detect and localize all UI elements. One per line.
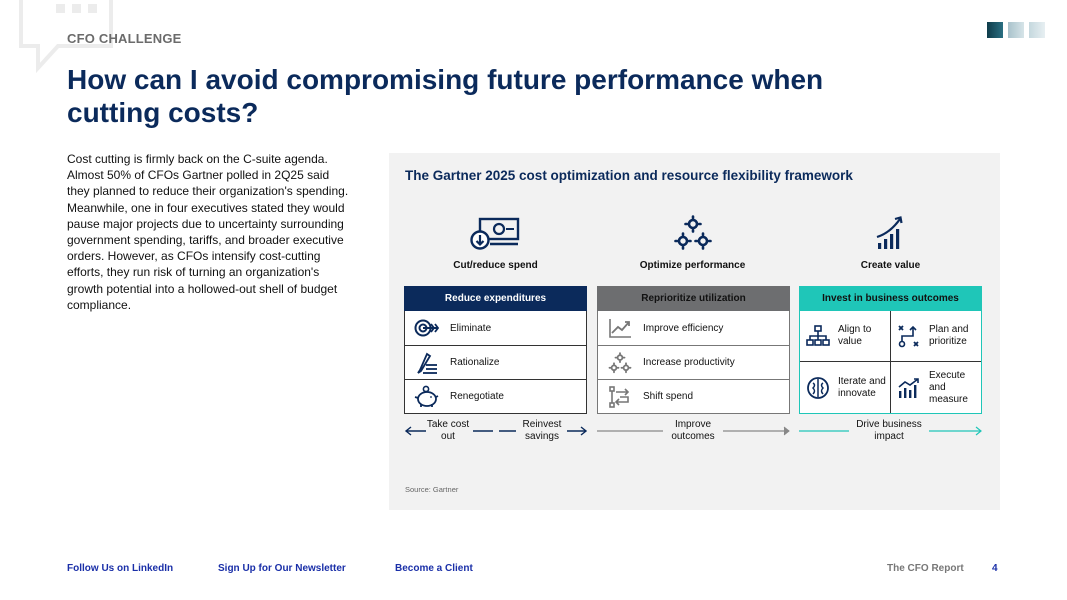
pillar-cut-spend: Cut/reduce spend <box>404 211 587 271</box>
pillar-label: Optimize performance <box>639 260 746 271</box>
speech-bubble-icon <box>19 0 113 74</box>
grid-item-label: Plan and prioritize <box>929 324 969 347</box>
list-item-label: Shift spend <box>643 391 694 402</box>
eyebrow-label: CFO CHALLENGE <box>67 31 182 46</box>
flow-cost-reinvest: Take cost out Reinvest savings <box>404 418 587 444</box>
report-name: The CFO Report <box>887 563 964 574</box>
pillar-label: Cut/reduce spend <box>453 260 538 271</box>
gears-icon <box>608 351 632 373</box>
list-item-label: Renegotiate <box>450 391 504 402</box>
list-item-label: Increase productivity <box>643 357 735 368</box>
framework-title: The Gartner 2025 cost optimization and r… <box>405 168 853 183</box>
flow-label: Reinvest savings <box>520 419 564 443</box>
bar-trend-icon <box>898 377 919 398</box>
list-item-label: Rationalize <box>450 357 500 368</box>
growth-chart-icon <box>876 216 903 249</box>
flow-arrow <box>799 426 982 436</box>
list-item-increase-productivity: Increase productivity <box>598 345 789 379</box>
flow-improve-outcomes: Improve outcomes <box>597 418 790 444</box>
grid-item-plan-and-prioritize: Plan and prioritize <box>891 311 981 362</box>
source-note: Source: Gartner <box>405 485 459 494</box>
pillar-label: Create value <box>860 260 921 271</box>
column-header: Reduce expenditures <box>404 286 587 311</box>
brand-swatch <box>987 22 1003 38</box>
flow-drive-business-impact: Drive business impact <box>799 418 982 444</box>
strategy-icon <box>898 325 919 348</box>
follow-linkedin-link[interactable]: Follow Us on LinkedIn <box>67 563 174 574</box>
list-item-eliminate: Eliminate <box>405 311 586 345</box>
brand-swatch <box>1029 22 1045 38</box>
pen-list-icon <box>417 352 437 374</box>
grid-item-align-to-value: Align to value <box>800 311 891 362</box>
grid-item-label: Iterate and innovate <box>838 375 886 399</box>
money-bill-down-icon <box>469 217 519 250</box>
brain-icon <box>807 376 829 399</box>
column-reduce-expenditures: Reduce expenditures Eliminate <box>404 286 587 414</box>
piggy-bank-icon <box>414 385 439 407</box>
newsletter-signup-link[interactable]: Sign Up for Our Newsletter <box>218 563 346 574</box>
framework-panel: The Gartner 2025 cost optimization and r… <box>389 153 1000 510</box>
grid-item-label: Execute and measure <box>929 369 968 405</box>
list-item-renegotiate: Renegotiate <box>405 379 586 413</box>
become-client-link[interactable]: Become a Client <box>395 563 473 574</box>
trend-up-icon <box>609 319 631 338</box>
list-item-rationalize: Rationalize <box>405 345 586 379</box>
shift-arrows-icon <box>609 385 630 408</box>
grid-item-iterate-and-innovate: Iterate and innovate <box>800 362 891 413</box>
list-item-label: Improve efficiency <box>643 322 724 334</box>
flow-arrow <box>597 426 790 436</box>
grid-item-execute-and-measure: Execute and measure <box>891 362 981 413</box>
intro-paragraph: Cost cutting is firmly back on the C-sui… <box>67 152 349 312</box>
page-title: How can I avoid compromising future perf… <box>67 64 824 128</box>
flow-label: Drive business impact <box>849 419 929 443</box>
list-item-improve-efficiency: Improve efficiency <box>598 311 789 345</box>
pillar-create-value: Create value <box>799 211 982 271</box>
column-header: Invest in business outcomes <box>799 286 982 311</box>
eliminate-icon <box>414 319 440 337</box>
brand-swatch <box>1008 22 1024 38</box>
brand-swatches <box>987 22 1045 38</box>
list-item-label: Eliminate <box>450 322 492 334</box>
page-number: 4 <box>992 563 998 574</box>
org-chart-icon <box>806 325 830 346</box>
flow-label: Take cost out <box>426 419 470 443</box>
flow-label: Improve outcomes <box>663 419 723 443</box>
column-header: Reprioritize utilization <box>597 286 790 311</box>
column-invest-business-outcomes: Invest in business outcomes Align to val… <box>799 286 982 414</box>
gears-icon <box>673 215 712 250</box>
list-item-shift-spend: Shift spend <box>598 379 789 413</box>
pillar-optimize-performance: Optimize performance <box>601 211 784 271</box>
column-reprioritize-utilization: Reprioritize utilization Improve efficie… <box>597 286 790 414</box>
grid-item-label: Align to value <box>838 324 872 347</box>
